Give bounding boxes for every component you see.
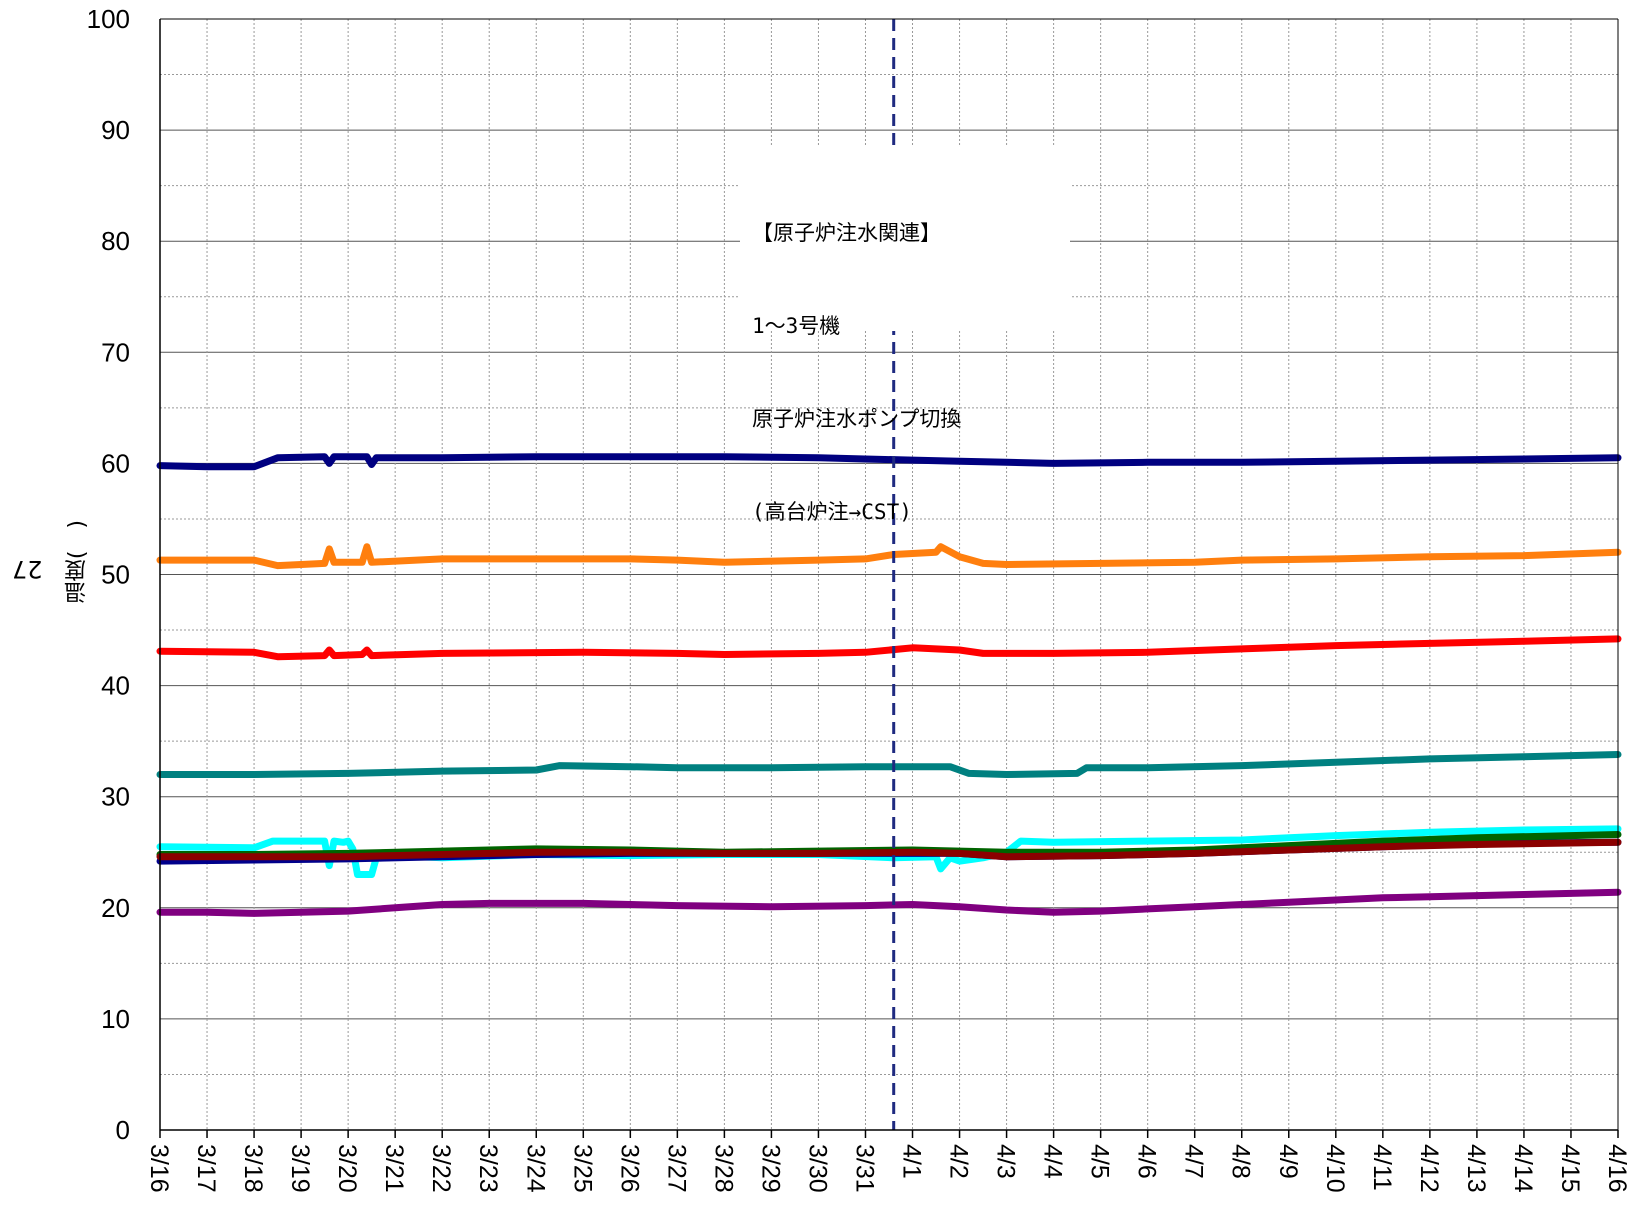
y-tick-label: 30 bbox=[101, 782, 130, 812]
x-tick-label: 3/21 bbox=[380, 1144, 408, 1193]
x-tick-label: 4/8 bbox=[1227, 1144, 1255, 1179]
x-tick-label: 4/10 bbox=[1321, 1144, 1349, 1193]
x-tick-label: 4/4 bbox=[1039, 1144, 1067, 1179]
x-tick-label: 4/14 bbox=[1509, 1144, 1537, 1193]
y-tick-label: 100 bbox=[87, 4, 130, 34]
annotation-line-1: 【原子炉注水関連】 bbox=[752, 221, 941, 245]
annotation-line-4: (高台炉注→CST) bbox=[752, 500, 912, 524]
x-tick-label: 4/11 bbox=[1368, 1144, 1396, 1191]
y-tick-label: 70 bbox=[101, 337, 130, 367]
y-tick-label: 20 bbox=[101, 893, 130, 923]
axes bbox=[159, 18, 1619, 1138]
x-tick-label: 4/6 bbox=[1133, 1144, 1161, 1179]
series-line-8 bbox=[156, 838, 1622, 861]
x-tick-label: 4/13 bbox=[1462, 1144, 1490, 1193]
x-tick-label: 4/1 bbox=[898, 1144, 926, 1179]
series-line-2 bbox=[156, 543, 1622, 570]
x-tick-label: 4/16 bbox=[1603, 1144, 1631, 1193]
x-tick-label: 3/29 bbox=[756, 1144, 784, 1193]
x-tick-label: 3/17 bbox=[192, 1144, 220, 1193]
x-tick-label: 3/19 bbox=[286, 1144, 314, 1193]
x-tick-label: 4/5 bbox=[1086, 1144, 1114, 1179]
x-tick-label: 4/9 bbox=[1274, 1144, 1302, 1179]
series-group bbox=[156, 453, 1622, 917]
x-tick-label: 3/27 bbox=[662, 1144, 690, 1193]
x-tick-label: 3/31 bbox=[850, 1144, 878, 1193]
x-tick-label: 4/7 bbox=[1180, 1144, 1208, 1179]
x-tick-label: 3/22 bbox=[427, 1144, 455, 1193]
y-tick-label: 90 bbox=[101, 115, 130, 145]
y-tick-label: 0 bbox=[116, 1115, 130, 1145]
annotation-box: 【原子炉注水関連】 1～3号機 原子炉注水ポンプ切換 (高台炉注→CST) bbox=[740, 146, 1070, 524]
y-tick-labels: 0 10 20 30 40 50 60 70 80 90 100 bbox=[87, 4, 130, 1145]
x-tick-label: 3/16 bbox=[145, 1144, 173, 1193]
x-tick-label: 3/30 bbox=[803, 1144, 831, 1193]
y-tick-label: 40 bbox=[101, 671, 130, 701]
x-tick-label: 3/23 bbox=[474, 1144, 502, 1193]
series-line-1 bbox=[156, 453, 1622, 471]
annotation-line-3: 原子炉注水ポンプ切換 bbox=[752, 407, 962, 431]
x-tick-label: 4/12 bbox=[1415, 1144, 1443, 1193]
y-tick-label: 60 bbox=[101, 448, 130, 478]
y-axis-label-wrap: 温度( ) bbox=[40, 520, 100, 640]
x-tick-label: 4/2 bbox=[945, 1144, 973, 1179]
x-tick-label: 4/15 bbox=[1556, 1144, 1584, 1193]
x-tick-label: 3/26 bbox=[615, 1144, 643, 1193]
y-tick-label: 10 bbox=[101, 1004, 130, 1034]
x-tick-labels: 3/16 3/17 3/18 3/19 3/20 3/21 3/22 3/23 3/24 3/25… bbox=[145, 1144, 1631, 1193]
y-tick-label: 80 bbox=[101, 226, 130, 256]
x-tick-label: 3/20 bbox=[333, 1144, 361, 1193]
series-line-9 bbox=[156, 888, 1622, 917]
y-axis-label: 温度( ) bbox=[65, 520, 90, 604]
rotated-page-number: 27 bbox=[12, 555, 43, 583]
x-tick-label: 4/3 bbox=[992, 1144, 1020, 1179]
x-tick-label: 3/25 bbox=[568, 1144, 596, 1193]
annotation-line-2: 1～3号機 bbox=[752, 314, 841, 338]
x-tick-label: 3/28 bbox=[709, 1144, 737, 1193]
series-line-4 bbox=[156, 751, 1622, 778]
series-line-3 bbox=[156, 635, 1622, 661]
x-tick-label: 3/24 bbox=[521, 1144, 549, 1193]
y-tick-label: 50 bbox=[101, 560, 130, 590]
x-tick-label: 3/18 bbox=[239, 1144, 267, 1193]
